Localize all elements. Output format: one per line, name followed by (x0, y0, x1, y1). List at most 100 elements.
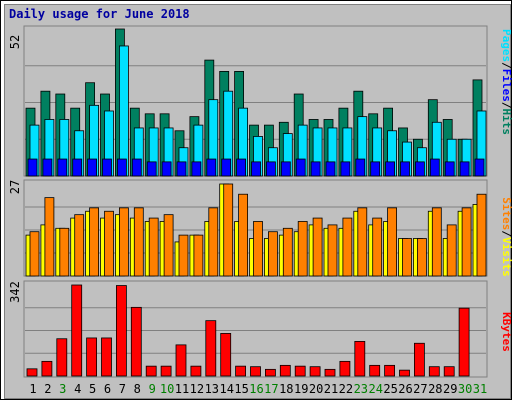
sites-bar-day-22 (342, 217, 353, 277)
kbytes-bar-day-13 (205, 320, 217, 377)
files-bar-day-25 (385, 161, 396, 177)
legend-sep-2: / (500, 102, 512, 109)
sites-bar-day-21 (327, 224, 338, 277)
middle-legend: Sites/Visits (500, 197, 512, 277)
day-label-15: 15 (234, 382, 248, 396)
files-bar-day-19 (295, 158, 306, 177)
legend-sep-1: / (500, 62, 512, 69)
legend-files: Files (500, 69, 512, 102)
files-bar-day-12 (191, 161, 202, 177)
day-label-27: 27 (413, 382, 427, 396)
day-label-2: 2 (44, 382, 51, 396)
files-bar-day-8 (131, 158, 142, 177)
sites-bar-day-27 (416, 238, 427, 277)
files-bar-day-10 (161, 161, 172, 177)
sites-bar-day-8 (133, 207, 144, 277)
files-bar-day-13 (206, 158, 217, 177)
day-label-19: 19 (294, 382, 308, 396)
kbytes-bar-day-7 (116, 285, 127, 377)
day-label-20: 20 (309, 382, 323, 396)
sites-bar-day-16 (253, 221, 263, 277)
kbytes-bar-day-19 (294, 365, 306, 377)
day-label-26: 26 (398, 382, 412, 396)
day-label-3: 3 (59, 382, 66, 396)
files-bar-day-2 (42, 158, 53, 177)
day-label-13: 13 (205, 382, 219, 396)
day-label-7: 7 (119, 382, 126, 396)
files-bar-day-7 (117, 158, 127, 177)
kbytes-bar-day-18 (279, 364, 291, 377)
day-label-24: 24 (368, 382, 382, 396)
files-bar-day-23 (355, 158, 366, 177)
kbytes-bar-day-16 (250, 366, 261, 377)
legend-sep-3: / (500, 230, 512, 237)
kbytes-bar-day-24 (369, 364, 381, 377)
files-bar-day-22 (340, 161, 351, 177)
kbytes-bar-day-14 (220, 333, 232, 377)
day-label-4: 4 (74, 382, 81, 396)
files-bar-day-3 (57, 158, 68, 177)
day-label-29: 29 (443, 382, 457, 396)
files-bar-day-30 (459, 161, 470, 177)
kbytes-bar-day-22 (339, 360, 351, 377)
top-legend: Pages/Files/Hits (500, 29, 512, 135)
top-ymax-label: 52 (8, 35, 22, 49)
kbytes-bar-day-5 (86, 337, 97, 377)
day-label-22: 22 (339, 382, 353, 396)
sites-bar-day-6 (104, 210, 114, 277)
legend-sites: Sites (500, 197, 512, 230)
sites-bar-day-9 (148, 217, 159, 277)
kbytes-bar-day-10 (160, 365, 172, 377)
files-bar-day-27 (414, 161, 425, 177)
sites-bar-day-5 (89, 207, 99, 277)
day-label-25: 25 (383, 382, 397, 396)
bottom-ymax-label: 342 (8, 281, 22, 303)
files-bar-day-29 (444, 161, 455, 177)
kbytes-bar-day-3 (56, 338, 68, 377)
sites-bar-day-30 (461, 207, 472, 277)
chart-title: Daily usage for June 2018 (9, 7, 190, 21)
day-label-31: 31 (473, 382, 487, 396)
files-bar-day-18 (280, 161, 291, 177)
day-label-11: 11 (175, 382, 189, 396)
files-bar-day-24 (370, 161, 381, 177)
day-label-12: 12 (190, 382, 204, 396)
kbytes-bar-day-28 (428, 366, 440, 377)
day-label-21: 21 (324, 382, 338, 396)
legend-pages: Pages (500, 29, 512, 62)
sites-bar-day-2 (44, 197, 55, 277)
sites-bar-day-10 (163, 214, 174, 277)
sites-bar-day-4 (74, 214, 85, 277)
day-label-30: 30 (458, 382, 472, 396)
files-bar-day-17 (265, 161, 276, 177)
day-label-17: 17 (264, 382, 278, 396)
kbytes-bar-day-17 (264, 368, 276, 377)
files-bar-day-11 (176, 161, 187, 177)
files-bar-day-1 (27, 158, 38, 177)
day-label-28: 28 (428, 382, 442, 396)
bottom-legend: KBytes (500, 312, 512, 352)
files-bar-day-4 (72, 158, 83, 177)
files-bar-day-14 (221, 158, 232, 177)
sites-bar-day-12 (193, 234, 204, 277)
sites-bar-day-31 (476, 193, 487, 277)
kbytes-bar-day-11 (175, 344, 187, 377)
legend-visits: Visits (500, 237, 512, 277)
day-label-23: 23 (354, 382, 368, 396)
sites-bar-day-20 (312, 217, 323, 277)
sites-bar-day-25 (387, 207, 398, 277)
day-label-1: 1 (29, 382, 36, 396)
files-bar-day-15 (236, 158, 247, 177)
sites-bar-day-18 (282, 227, 293, 277)
files-bar-day-5 (87, 158, 97, 177)
day-label-9: 9 (149, 382, 156, 396)
kbytes-bar-day-26 (399, 369, 410, 377)
sites-bar-day-11 (178, 234, 189, 277)
kbytes-bar-day-30 (458, 307, 470, 377)
kbytes-bar-day-23 (354, 341, 366, 377)
legend-hits: Hits (500, 109, 512, 136)
kbytes-bar-day-20 (309, 366, 321, 377)
sites-bar-day-3 (59, 227, 70, 277)
sites-bar-day-13 (208, 207, 219, 277)
legend-kbytes: KBytes (500, 312, 512, 352)
